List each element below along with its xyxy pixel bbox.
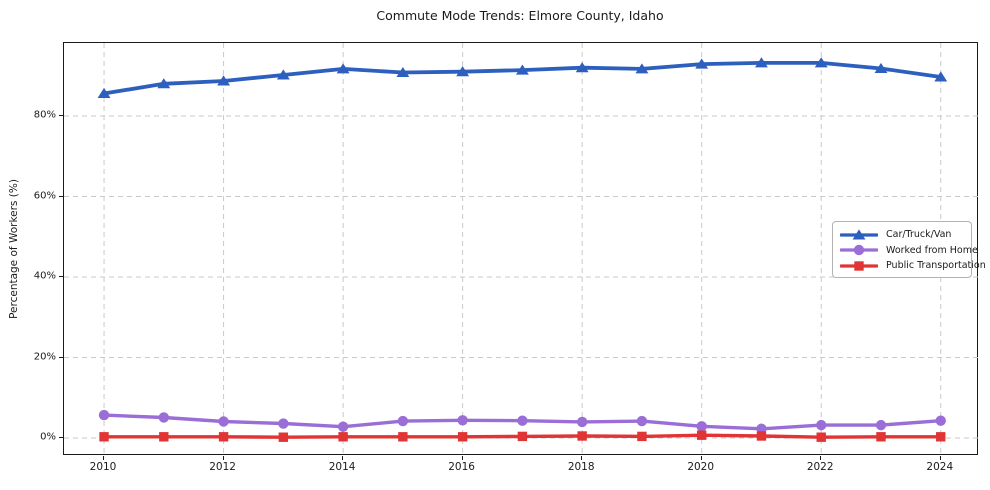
y-tick-mark xyxy=(58,437,63,439)
legend-label: Worked from Home xyxy=(886,244,978,256)
y-tick-mark xyxy=(58,276,63,278)
x-tick-mark xyxy=(103,456,105,460)
legend: Car/Truck/Van Worked from Home Public Tr… xyxy=(832,221,986,278)
legend-item-public-transportation: Public Transportation xyxy=(840,258,986,273)
x-tick-mark xyxy=(939,456,941,460)
legend-label: Car/Truck/Van xyxy=(886,229,952,240)
y-tick-mark xyxy=(58,195,63,197)
legend-item-car-truck-van: Car/Truck/Van xyxy=(840,227,965,242)
y-tick-label: 20% xyxy=(33,351,56,362)
y-tick-label: 40% xyxy=(33,270,56,282)
x-tick-mark xyxy=(461,456,463,460)
line-chart-canvas xyxy=(64,43,979,456)
car-truck-van-line-sample-icon xyxy=(840,228,878,239)
x-tick-label: 2018 xyxy=(567,461,595,473)
x-tick-label: 2012 xyxy=(209,461,236,473)
y-tick-mark xyxy=(58,356,63,358)
x-tick-mark xyxy=(342,456,344,460)
x-tick-label: 2016 xyxy=(448,461,475,473)
x-tick-label: 2020 xyxy=(687,461,715,473)
x-tick-mark xyxy=(222,456,224,460)
x-tick-mark xyxy=(581,456,583,460)
x-tick-mark xyxy=(820,456,822,460)
y-tick-label: 80% xyxy=(33,109,56,121)
legend-item-worked-from-home: Worked from Home xyxy=(840,243,978,258)
y-tick-mark xyxy=(58,115,63,117)
x-tick-mark xyxy=(700,456,702,460)
plot-area xyxy=(63,42,979,456)
x-tick-label: 2024 xyxy=(926,461,954,473)
y-tick-label: 60% xyxy=(33,190,56,201)
chart-title: Commute Mode Trends: Elmore County, Idah… xyxy=(376,8,664,23)
x-tick-label: 2014 xyxy=(328,461,356,473)
worked-from-home-line-sample-icon xyxy=(840,244,878,256)
y-tick-label: 0% xyxy=(40,431,56,443)
legend-label: Public Transportation xyxy=(886,260,986,271)
x-tick-label: 2010 xyxy=(89,461,117,473)
x-tick-label: 2022 xyxy=(806,461,834,473)
public-transportation-line-sample-icon xyxy=(840,260,878,271)
